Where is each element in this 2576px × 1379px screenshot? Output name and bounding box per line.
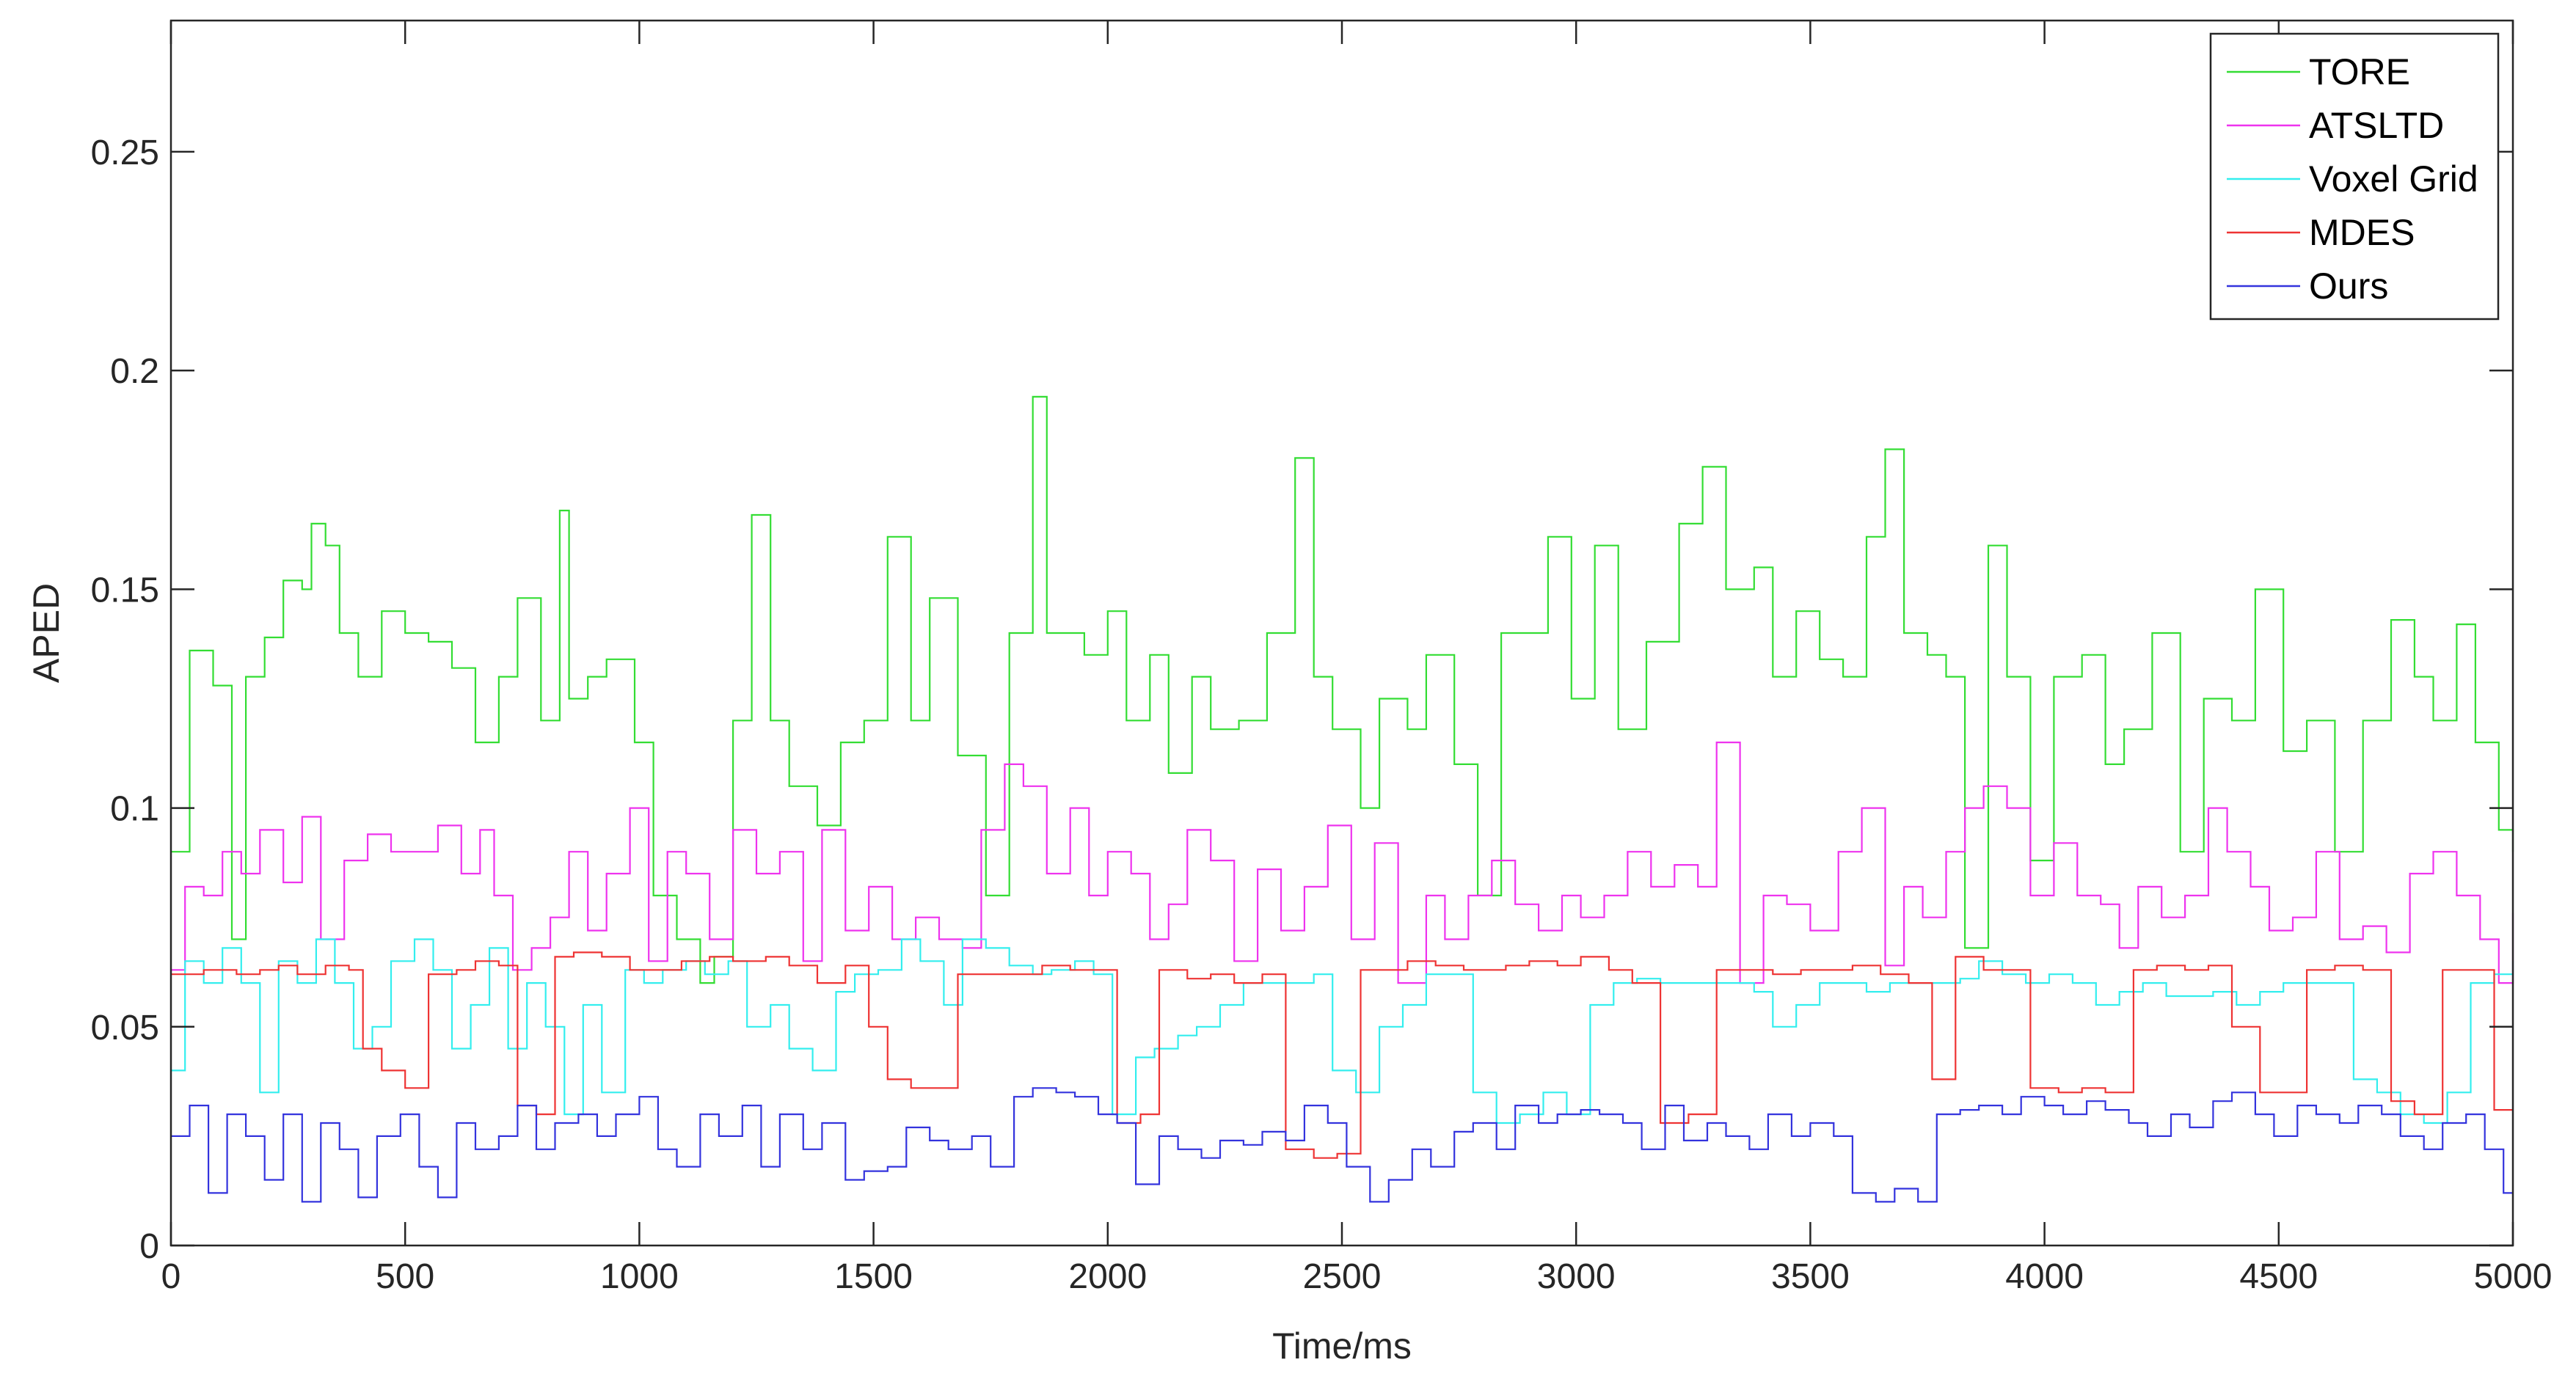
legend-label-mdes: MDES [2309,212,2415,253]
plot-background [171,21,2513,1246]
x-tick-label: 2500 [1303,1257,1382,1296]
x-tick-label: 4500 [2239,1257,2318,1296]
y-tick-label: 0.15 [91,571,159,610]
legend-box [2209,32,2500,321]
series-line-atsltd [171,742,2514,984]
y-tick-label: 0.05 [91,1009,159,1047]
y-axis-title: APED [26,583,67,683]
legend-label-voxel-grid: Voxel Grid [2309,158,2478,200]
x-tick-label: 4000 [2005,1257,2084,1296]
series-line-ours [171,1087,2513,1203]
x-tick-label: 0 [161,1257,181,1296]
x-axis-title: Time/ms [1272,1325,1412,1367]
x-tick-label: 5000 [2474,1257,2553,1296]
y-tick-label: 0.1 [110,790,159,829]
legend: TORE ATSLTD Voxel Grid MDES Ours [2209,32,2500,321]
series-layer [171,395,2514,1203]
legend-label-tore: TORE [2309,51,2410,92]
series-line-voxel-grid [171,938,2514,1124]
y-tick-label: 0.25 [91,133,159,172]
legend-label-atsltd: ATSLTD [2309,105,2444,146]
x-tick-label: 2000 [1068,1257,1147,1296]
y-tick-label: 0 [139,1227,159,1266]
x-tick-label: 3500 [1771,1257,1850,1296]
y-tick-label: 0.2 [110,352,159,391]
series-line-tore [171,395,2514,984]
x-tick-label: 1000 [600,1257,679,1296]
axes-layer: 0 500 1000 1500 2000 2500 3000 3500 4000 4500 5000… [91,19,2553,1296]
x-tick-label: 500 [376,1257,434,1296]
series-line-mdes [171,951,2513,1159]
x-tick-label: 3000 [1537,1257,1616,1296]
plot-area [171,21,2513,1246]
x-tick-label: 1500 [834,1257,913,1296]
legend-label-ours: Ours [2309,266,2388,307]
